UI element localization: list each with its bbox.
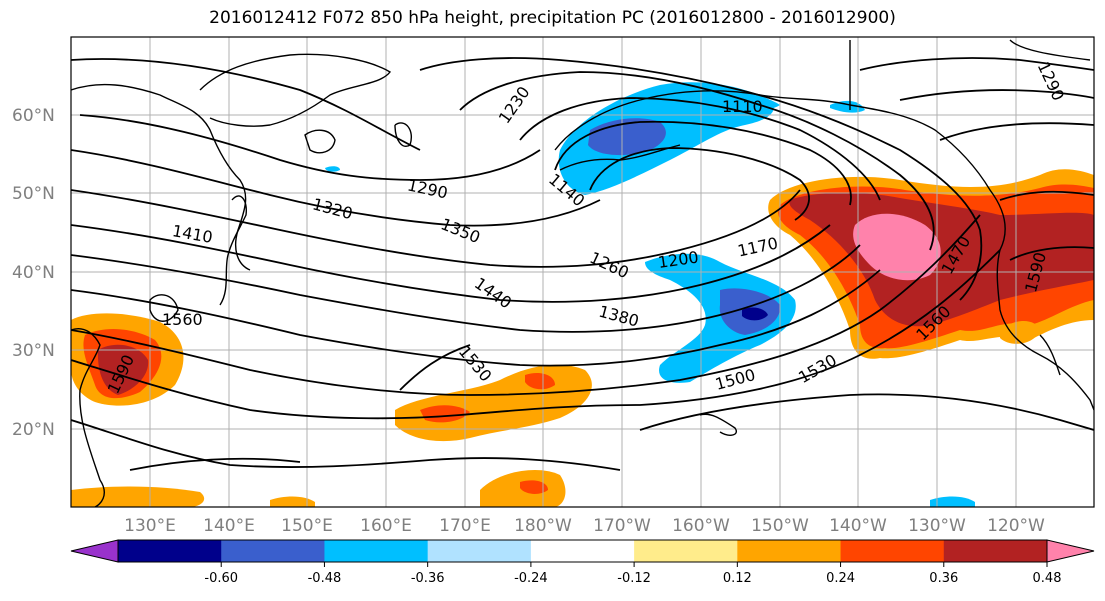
lat-label: 30°N	[12, 341, 55, 361]
map-frame	[70, 36, 1095, 508]
lon-label: 130°E	[124, 516, 176, 536]
colorbar-segment	[840, 540, 945, 562]
contour-label: 1110	[722, 97, 763, 116]
lon-label: 130°W	[908, 516, 966, 536]
map-area: 1230 1110 1140 1290 1320 1410 1350 1200 …	[71, 37, 1094, 507]
lat-label: 20°N	[12, 420, 55, 440]
precipitation-shading	[71, 82, 1094, 507]
colorbar-extend-max	[1046, 539, 1095, 563]
colorbar-segment	[118, 540, 222, 562]
colorbar-segment	[943, 540, 1048, 562]
lon-label: 150°W	[751, 516, 809, 536]
colorbar-tick-label: 0.12	[723, 571, 752, 586]
lon-label: 160°E	[360, 516, 412, 536]
colorbar-segment	[737, 540, 842, 562]
colorbar-tick-label: -0.12	[617, 571, 651, 586]
colorbar-tick-label: -0.24	[514, 571, 548, 586]
lon-label: 120°W	[987, 516, 1045, 536]
colorbar-tick-label: -0.36	[411, 571, 445, 586]
colorbar: -0.60 -0.48 -0.36 -0.24 -0.12 0.12 0.24 0.36 0.4…	[70, 539, 1095, 586]
colorbar-tick-label: -0.60	[204, 571, 238, 586]
lat-label: 60°N	[12, 106, 55, 126]
latitude-labels: 60°N 50°N 40°N 30°N 20°N	[12, 106, 55, 440]
gridlines	[71, 37, 1094, 507]
colorbar-segment	[634, 540, 738, 562]
lon-label: 170°W	[593, 516, 651, 536]
colorbar-extend-min	[70, 539, 119, 563]
colorbar-segment	[427, 540, 532, 562]
height-contours	[71, 57, 1094, 471]
lat-label: 50°N	[12, 184, 55, 204]
lon-label: 140°W	[829, 516, 887, 536]
colorbar-tick-label: 0.36	[929, 571, 958, 586]
longitude-labels: 130°E 140°E 150°E 160°E 170°E 180°W 170°…	[124, 516, 1045, 536]
lon-label: 150°E	[281, 516, 333, 536]
colorbar-segment	[324, 540, 429, 562]
contour-label: 1560	[162, 310, 203, 329]
lon-label: 140°E	[203, 516, 255, 536]
colorbar-segment	[530, 540, 635, 562]
map-title: 2016012412 F072 850 hPa height, precipit…	[209, 8, 896, 28]
lon-label: 170°E	[439, 516, 491, 536]
colorbar-tick-label: 0.48	[1033, 571, 1062, 586]
lat-label: 40°N	[12, 263, 55, 283]
lon-label: 160°W	[672, 516, 730, 536]
colorbar-tick-label: 0.24	[826, 571, 855, 586]
lon-label: 180°W	[514, 516, 572, 536]
coastlines	[71, 39, 1094, 507]
colorbar-segment	[221, 540, 325, 562]
colorbar-tick-label: -0.48	[308, 571, 342, 586]
